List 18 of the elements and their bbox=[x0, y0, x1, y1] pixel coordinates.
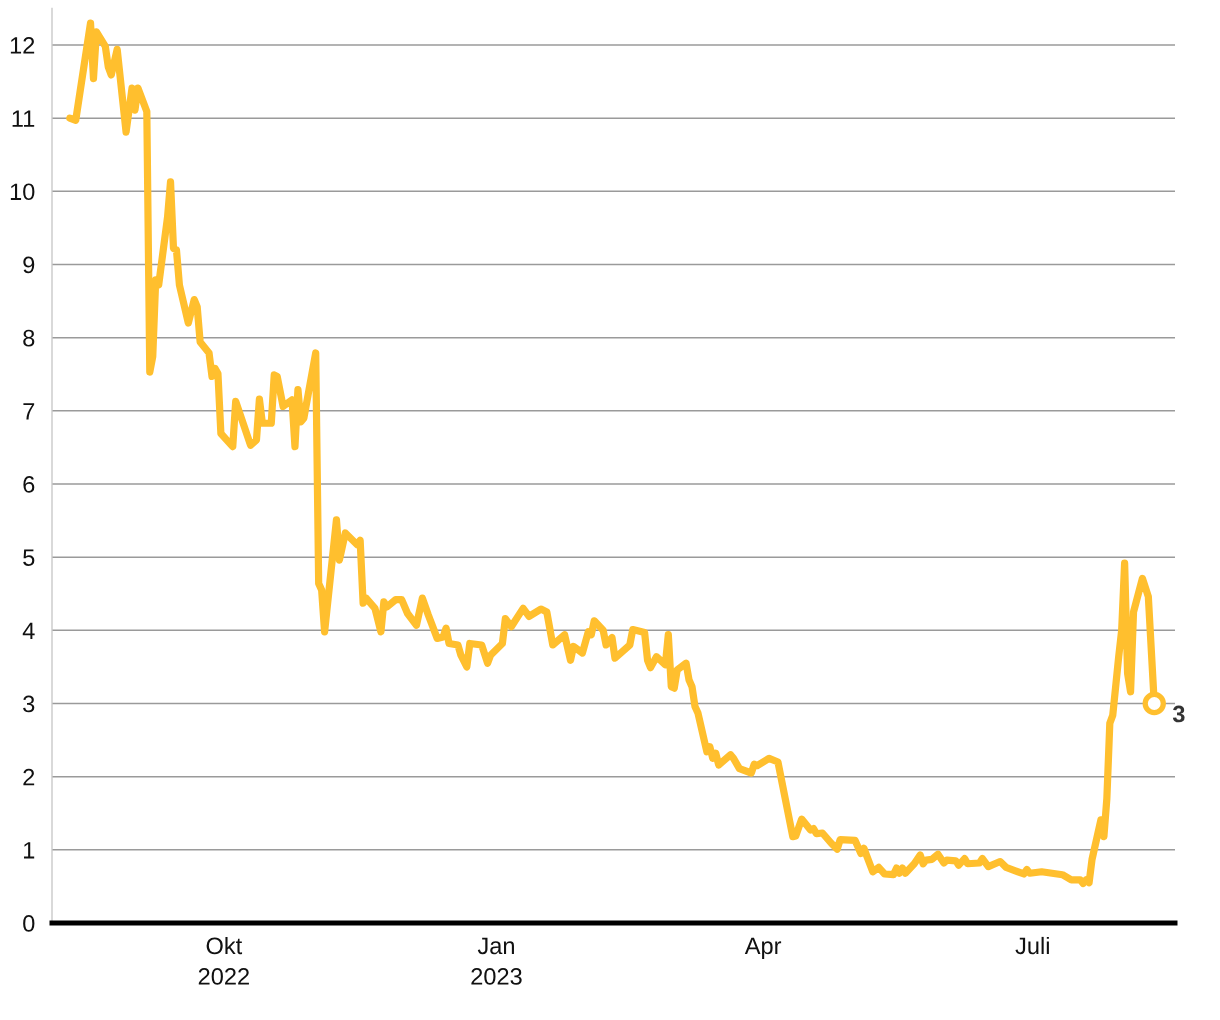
y-tick-label: 2 bbox=[23, 768, 35, 786]
y-tick-label: 7 bbox=[23, 403, 35, 420]
y-tick-label: 4 bbox=[22, 622, 35, 639]
y-tick-label: 0 bbox=[23, 915, 35, 932]
y-tick-label: 8 bbox=[23, 329, 35, 347]
y-tick-label: 1 bbox=[24, 842, 35, 859]
data-label: 3 bbox=[1172, 705, 1185, 723]
x-tick-label: Okt 2022 bbox=[198, 936, 249, 985]
y-tick-label: 12 bbox=[10, 37, 35, 54]
y-tick-label: 10 bbox=[10, 183, 35, 201]
y-tick-label: 9 bbox=[23, 256, 35, 274]
x-tick-label: Jan 2023 bbox=[471, 937, 522, 985]
y-tick-label: 6 bbox=[23, 476, 35, 493]
x-tick-label: Juli bbox=[1015, 936, 1049, 955]
x-tick-label: Apr bbox=[744, 937, 782, 959]
y-tick-label: 11 bbox=[12, 110, 35, 127]
y-tick-label: 3 bbox=[23, 695, 35, 713]
y-tick-label: 5 bbox=[23, 549, 35, 566]
